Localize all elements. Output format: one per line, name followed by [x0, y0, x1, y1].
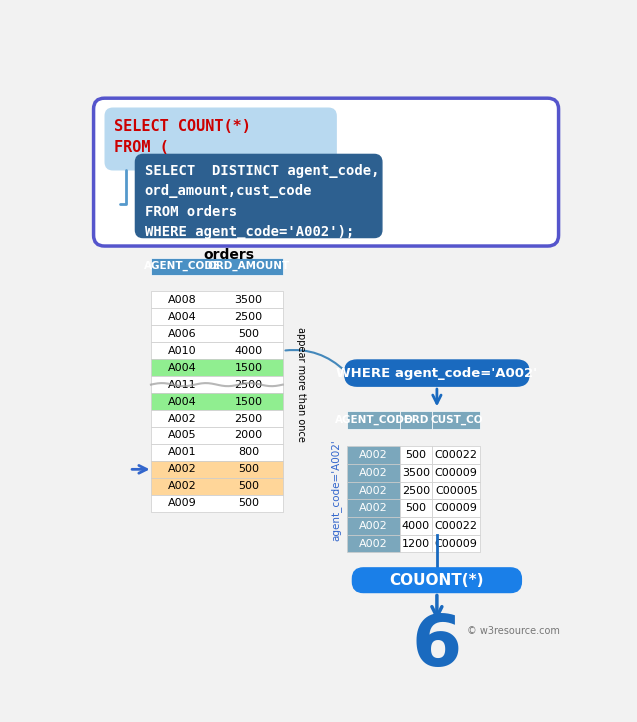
Bar: [151, 444, 283, 461]
Text: 500: 500: [238, 498, 259, 508]
Bar: [151, 342, 283, 360]
Text: 1500: 1500: [234, 362, 262, 373]
Bar: [151, 308, 283, 326]
Text: CUST_CO: CUST_CO: [430, 414, 482, 425]
Bar: [433, 517, 480, 535]
Text: 800: 800: [238, 448, 259, 458]
Text: 1500: 1500: [234, 396, 262, 406]
Text: © w3resource.com: © w3resource.com: [468, 627, 560, 636]
Bar: [347, 482, 399, 500]
Bar: [151, 410, 283, 427]
Bar: [433, 535, 480, 552]
Text: 3500: 3500: [234, 295, 262, 305]
Text: A011: A011: [168, 380, 197, 390]
Bar: [151, 478, 283, 495]
Text: A005: A005: [168, 430, 197, 440]
Bar: [347, 446, 399, 464]
Bar: [399, 500, 433, 517]
Text: C00022: C00022: [435, 450, 478, 460]
Text: 2500: 2500: [234, 414, 262, 424]
Bar: [433, 411, 480, 429]
Bar: [433, 482, 480, 500]
FancyBboxPatch shape: [105, 108, 336, 170]
FancyBboxPatch shape: [94, 98, 559, 246]
FancyBboxPatch shape: [352, 568, 521, 593]
Bar: [433, 446, 480, 464]
Text: A004: A004: [168, 396, 197, 406]
Bar: [399, 482, 433, 500]
Text: ORD: ORD: [403, 414, 429, 425]
Bar: [347, 464, 399, 482]
Text: A002: A002: [168, 464, 197, 474]
Text: 2500: 2500: [402, 485, 430, 495]
Text: A004: A004: [168, 312, 197, 322]
Text: C00005: C00005: [435, 485, 478, 495]
Text: A002: A002: [359, 539, 388, 549]
Bar: [399, 446, 433, 464]
Text: A002: A002: [359, 485, 388, 495]
Text: WHERE agent_code='A002': WHERE agent_code='A002': [336, 367, 538, 380]
Bar: [151, 495, 283, 512]
Text: 500: 500: [238, 482, 259, 491]
Text: A006: A006: [168, 329, 197, 339]
Bar: [399, 517, 433, 535]
Bar: [347, 500, 399, 517]
Bar: [151, 292, 283, 308]
Text: agent_code='A002': agent_code='A002': [331, 440, 341, 542]
Text: AGENT_CODE: AGENT_CODE: [335, 414, 412, 425]
Text: orders: orders: [203, 248, 254, 262]
Text: COUONT(*): COUONT(*): [390, 573, 484, 588]
FancyBboxPatch shape: [345, 360, 529, 386]
Text: 500: 500: [406, 503, 427, 513]
Bar: [151, 258, 283, 274]
FancyBboxPatch shape: [136, 155, 382, 238]
Text: 2500: 2500: [234, 312, 262, 322]
Text: ORD_AMOUNT: ORD_AMOUNT: [208, 261, 290, 271]
Text: A002: A002: [359, 468, 388, 478]
Text: A002: A002: [359, 503, 388, 513]
Text: A002: A002: [168, 414, 197, 424]
Text: C00022: C00022: [435, 521, 478, 531]
Bar: [347, 411, 399, 429]
Text: A001: A001: [168, 448, 197, 458]
Text: 1200: 1200: [402, 539, 430, 549]
Text: A008: A008: [168, 295, 197, 305]
Bar: [151, 376, 283, 393]
Text: A002: A002: [359, 450, 388, 460]
Text: AGENT_CODE: AGENT_CODE: [144, 261, 221, 271]
Text: A002: A002: [359, 521, 388, 531]
Bar: [399, 464, 433, 482]
Bar: [151, 326, 283, 342]
Text: 500: 500: [406, 450, 427, 460]
Bar: [151, 427, 283, 444]
Text: C00009: C00009: [435, 503, 478, 513]
Bar: [151, 360, 283, 376]
Text: SELECT COUNT(*)
FROM (: SELECT COUNT(*) FROM (: [115, 119, 252, 155]
Text: 4000: 4000: [234, 346, 262, 356]
Bar: [433, 500, 480, 517]
Text: 4000: 4000: [402, 521, 430, 531]
Bar: [151, 461, 283, 478]
Text: A010: A010: [168, 346, 197, 356]
Text: appear more than once: appear more than once: [296, 327, 306, 442]
Bar: [347, 535, 399, 552]
Text: A002: A002: [168, 482, 197, 491]
Text: 500: 500: [238, 464, 259, 474]
Text: A009: A009: [168, 498, 197, 508]
Text: 6: 6: [412, 612, 462, 681]
Bar: [399, 411, 433, 429]
Text: SELECT  DISTINCT agent_code,
ord_amount,cust_code
FROM orders
WHERE agent_code=': SELECT DISTINCT agent_code, ord_amount,c…: [145, 164, 379, 240]
Bar: [151, 393, 283, 410]
Bar: [433, 464, 480, 482]
Text: 3500: 3500: [402, 468, 430, 478]
Text: 2500: 2500: [234, 380, 262, 390]
Bar: [347, 517, 399, 535]
Text: 2000: 2000: [234, 430, 262, 440]
Bar: [399, 535, 433, 552]
Text: 500: 500: [238, 329, 259, 339]
Text: C00009: C00009: [435, 468, 478, 478]
Text: A004: A004: [168, 362, 197, 373]
Text: C00009: C00009: [435, 539, 478, 549]
